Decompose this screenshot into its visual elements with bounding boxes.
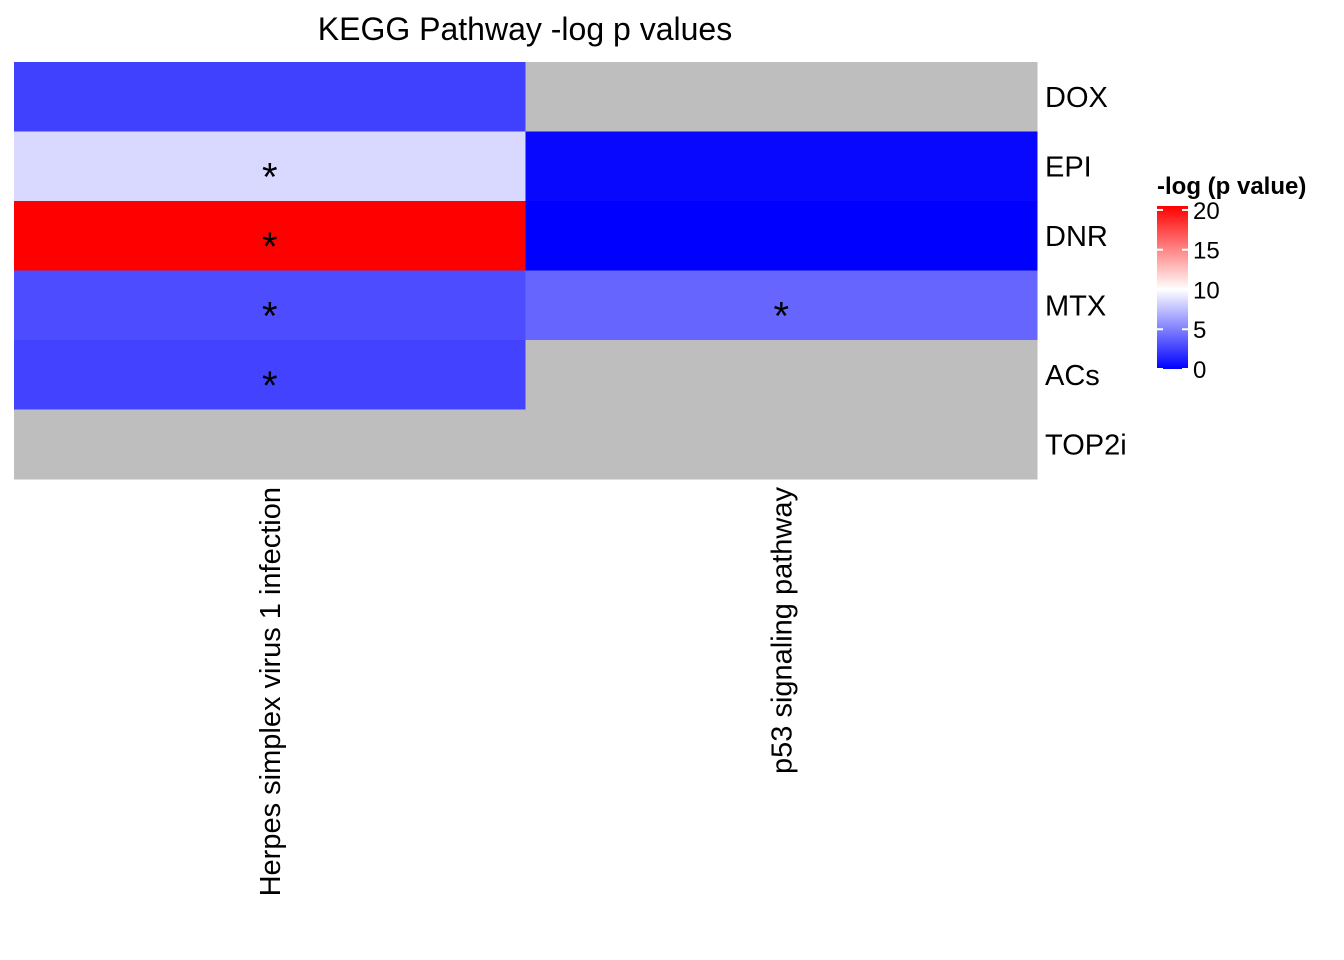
legend-tick-label: 5 <box>1193 317 1206 344</box>
significance-marker: * <box>262 225 278 269</box>
heatmap-cell <box>14 270 526 341</box>
heatmap-cell <box>14 409 526 480</box>
legend-tick-label: 20 <box>1193 198 1220 225</box>
heatmap-cells <box>14 62 1038 480</box>
legend-colorbar <box>1157 206 1188 369</box>
row-labels: DOX EPI DNR MTX ACs TOP2i <box>1045 82 1127 462</box>
legend-ticks: 0 5 10 15 20 <box>1157 198 1220 384</box>
heatmap-cell <box>525 201 1038 271</box>
significance-markers: * * * * * <box>262 155 789 408</box>
heatmap-cell <box>525 131 1038 202</box>
heatmap-cell <box>14 62 526 132</box>
heatmap-cell <box>14 201 526 271</box>
row-label: DOX <box>1045 82 1108 114</box>
chart-title: KEGG Pathway -log p values <box>318 11 732 47</box>
legend: -log (p value) 0 5 10 15 20 <box>1157 173 1306 384</box>
significance-marker: * <box>262 364 278 408</box>
column-label: Herpes simplex virus 1 infection <box>255 487 287 896</box>
significance-marker: * <box>262 294 278 338</box>
significance-marker: * <box>773 294 789 338</box>
heatmap-cell <box>525 62 1038 132</box>
column-label: p53 signaling pathway <box>766 487 798 774</box>
row-label: ACs <box>1045 360 1100 392</box>
significance-marker: * <box>262 155 278 199</box>
legend-tick-label: 10 <box>1193 277 1220 304</box>
heatmap-cell <box>14 340 526 410</box>
legend-tick-label: 15 <box>1193 238 1220 265</box>
legend-title: -log (p value) <box>1157 173 1306 200</box>
row-label: TOP2i <box>1045 429 1127 461</box>
heatmap-cell <box>525 340 1038 410</box>
heatmap-cell <box>14 131 526 202</box>
legend-tick-label: 0 <box>1193 357 1206 384</box>
column-labels: Herpes simplex virus 1 infection p53 sign… <box>255 487 799 897</box>
heatmap-cell <box>525 270 1038 341</box>
heatmap-cell <box>525 409 1038 480</box>
row-label: EPI <box>1045 151 1092 183</box>
row-label: DNR <box>1045 221 1108 253</box>
row-label: MTX <box>1045 290 1106 322</box>
